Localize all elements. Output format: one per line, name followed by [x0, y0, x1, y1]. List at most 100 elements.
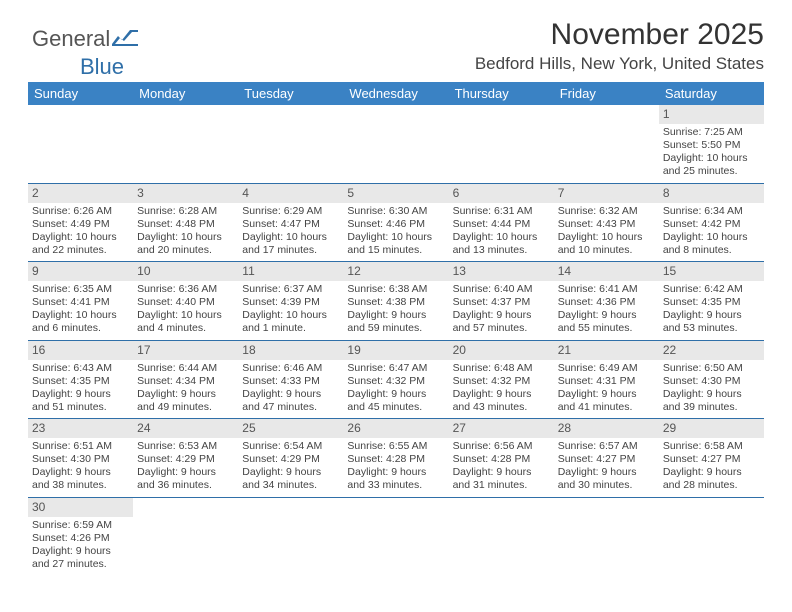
col-saturday: Saturday — [659, 82, 764, 105]
daylight-line: Daylight: 9 hours and 27 minutes. — [32, 545, 129, 571]
daylight-line: Daylight: 9 hours and 43 minutes. — [453, 388, 550, 414]
calendar-row: 30Sunrise: 6:59 AMSunset: 4:26 PMDayligh… — [28, 497, 764, 575]
calendar-cell — [449, 497, 554, 575]
daylight-line: Daylight: 9 hours and 45 minutes. — [347, 388, 444, 414]
sunrise-line: Sunrise: 6:42 AM — [663, 283, 760, 296]
sunrise-line: Sunrise: 6:51 AM — [32, 440, 129, 453]
month-title: November 2025 — [28, 18, 764, 52]
daylight-line: Daylight: 9 hours and 41 minutes. — [558, 388, 655, 414]
sunset-line: Sunset: 4:33 PM — [242, 375, 339, 388]
calendar-cell: 27Sunrise: 6:56 AMSunset: 4:28 PMDayligh… — [449, 419, 554, 498]
col-tuesday: Tuesday — [238, 82, 343, 105]
calendar-cell: 4Sunrise: 6:29 AMSunset: 4:47 PMDaylight… — [238, 183, 343, 262]
sunset-line: Sunset: 4:35 PM — [32, 375, 129, 388]
daylight-line: Daylight: 9 hours and 34 minutes. — [242, 466, 339, 492]
calendar-cell: 9Sunrise: 6:35 AMSunset: 4:41 PMDaylight… — [28, 262, 133, 341]
day-number: 28 — [554, 419, 659, 438]
sunrise-line: Sunrise: 6:28 AM — [137, 205, 234, 218]
daylight-line: Daylight: 10 hours and 4 minutes. — [137, 309, 234, 335]
sunset-line: Sunset: 4:41 PM — [32, 296, 129, 309]
calendar-cell: 30Sunrise: 6:59 AMSunset: 4:26 PMDayligh… — [28, 497, 133, 575]
daylight-line: Daylight: 10 hours and 20 minutes. — [137, 231, 234, 257]
sunrise-line: Sunrise: 6:58 AM — [663, 440, 760, 453]
day-number: 17 — [133, 341, 238, 360]
sunrise-line: Sunrise: 6:49 AM — [558, 362, 655, 375]
day-number: 30 — [28, 498, 133, 517]
calendar-cell — [238, 497, 343, 575]
sunrise-line: Sunrise: 6:46 AM — [242, 362, 339, 375]
daylight-line: Daylight: 9 hours and 55 minutes. — [558, 309, 655, 335]
calendar-cell: 17Sunrise: 6:44 AMSunset: 4:34 PMDayligh… — [133, 340, 238, 419]
sunrise-line: Sunrise: 6:47 AM — [347, 362, 444, 375]
sunset-line: Sunset: 4:27 PM — [663, 453, 760, 466]
daylight-line: Daylight: 9 hours and 39 minutes. — [663, 388, 760, 414]
day-number: 2 — [28, 184, 133, 203]
calendar-cell: 6 Sunrise: 6:31 AMSunset: 4:44 PMDaylight… — [449, 183, 554, 262]
sunrise-line: Sunrise: 6:56 AM — [453, 440, 550, 453]
sunset-line: Sunset: 4:44 PM — [453, 218, 550, 231]
sunset-line: Sunset: 4:39 PM — [242, 296, 339, 309]
daylight-line: Daylight: 10 hours and 6 minutes. — [32, 309, 129, 335]
sunset-line: Sunset: 4:30 PM — [663, 375, 760, 388]
sunset-line: Sunset: 4:29 PM — [242, 453, 339, 466]
sunrise-line: Sunrise: 6:50 AM — [663, 362, 760, 375]
sunrise-line: Sunrise: 6:54 AM — [242, 440, 339, 453]
sunset-line: Sunset: 4:35 PM — [663, 296, 760, 309]
sunset-line: Sunset: 4:32 PM — [347, 375, 444, 388]
calendar-cell: 25Sunrise: 6:54 AMSunset: 4:29 PMDayligh… — [238, 419, 343, 498]
calendar-cell: 15Sunrise: 6:42 AMSunset: 4:35 PMDayligh… — [659, 262, 764, 341]
sunrise-line: Sunrise: 6:41 AM — [558, 283, 655, 296]
sunrise-line: Sunrise: 6:30 AM — [347, 205, 444, 218]
calendar-row: 1Sunrise: 7:25 AMSunset: 5:50 PMDaylight… — [28, 105, 764, 183]
logo: General Blue — [32, 26, 138, 80]
calendar-cell — [133, 497, 238, 575]
sunrise-line: Sunrise: 6:48 AM — [453, 362, 550, 375]
sunrise-line: Sunrise: 6:40 AM — [453, 283, 550, 296]
calendar-cell: 22 Sunrise: 6:50 AMSunset: 4:30 PMDayligh… — [659, 340, 764, 419]
calendar-cell — [554, 497, 659, 575]
col-sunday: Sunday — [28, 82, 133, 105]
sunrise-line: Sunrise: 6:31 AM — [453, 205, 550, 218]
day-number: 21 — [554, 341, 659, 360]
calendar-row: 2Sunrise: 6:26 AMSunset: 4:49 PMDaylight… — [28, 183, 764, 262]
daylight-line: Daylight: 10 hours and 1 minute. — [242, 309, 339, 335]
calendar-cell: 29 Sunrise: 6:58 AMSunset: 4:27 PMDayligh… — [659, 419, 764, 498]
daylight-line: Daylight: 10 hours and 8 minutes. — [663, 231, 760, 257]
sunrise-line: Sunrise: 6:57 AM — [558, 440, 655, 453]
daylight-line: Daylight: 10 hours and 13 minutes. — [453, 231, 550, 257]
daylight-line: Daylight: 9 hours and 28 minutes. — [663, 466, 760, 492]
calendar-cell — [343, 497, 448, 575]
day-number: 22 — [659, 341, 764, 360]
logo-flag-icon — [112, 26, 138, 52]
calendar-cell — [449, 105, 554, 183]
day-number: 1 — [659, 105, 764, 124]
daylight-line: Daylight: 9 hours and 30 minutes. — [558, 466, 655, 492]
day-number: 4 — [238, 184, 343, 203]
day-number: 24 — [133, 419, 238, 438]
daylight-line: Daylight: 9 hours and 36 minutes. — [137, 466, 234, 492]
sunrise-line: Sunrise: 6:34 AM — [663, 205, 760, 218]
sunset-line: Sunset: 4:29 PM — [137, 453, 234, 466]
day-number: 3 — [133, 184, 238, 203]
day-number: 27 — [449, 419, 554, 438]
day-number: 19 — [343, 341, 448, 360]
day-number: 6 — [449, 184, 554, 203]
day-number: 13 — [449, 262, 554, 281]
sunset-line: Sunset: 4:32 PM — [453, 375, 550, 388]
sunset-line: Sunset: 4:46 PM — [347, 218, 444, 231]
day-number: 18 — [238, 341, 343, 360]
calendar-cell: 20 Sunrise: 6:48 AMSunset: 4:32 PMDayligh… — [449, 340, 554, 419]
sunset-line: Sunset: 4:48 PM — [137, 218, 234, 231]
sunrise-line: Sunrise: 6:32 AM — [558, 205, 655, 218]
day-number: 23 — [28, 419, 133, 438]
day-number: 29 — [659, 419, 764, 438]
calendar-cell: 3 Sunrise: 6:28 AMSunset: 4:48 PMDaylight… — [133, 183, 238, 262]
daylight-line: Daylight: 9 hours and 49 minutes. — [137, 388, 234, 414]
calendar-cell: 12Sunrise: 6:38 AMSunset: 4:38 PMDayligh… — [343, 262, 448, 341]
day-number: 20 — [449, 341, 554, 360]
calendar-cell: 1Sunrise: 7:25 AMSunset: 5:50 PMDaylight… — [659, 105, 764, 183]
logo-text-2: Blue — [80, 54, 124, 79]
calendar-cell — [659, 497, 764, 575]
daylight-line: Daylight: 10 hours and 10 minutes. — [558, 231, 655, 257]
sunset-line: Sunset: 4:49 PM — [32, 218, 129, 231]
